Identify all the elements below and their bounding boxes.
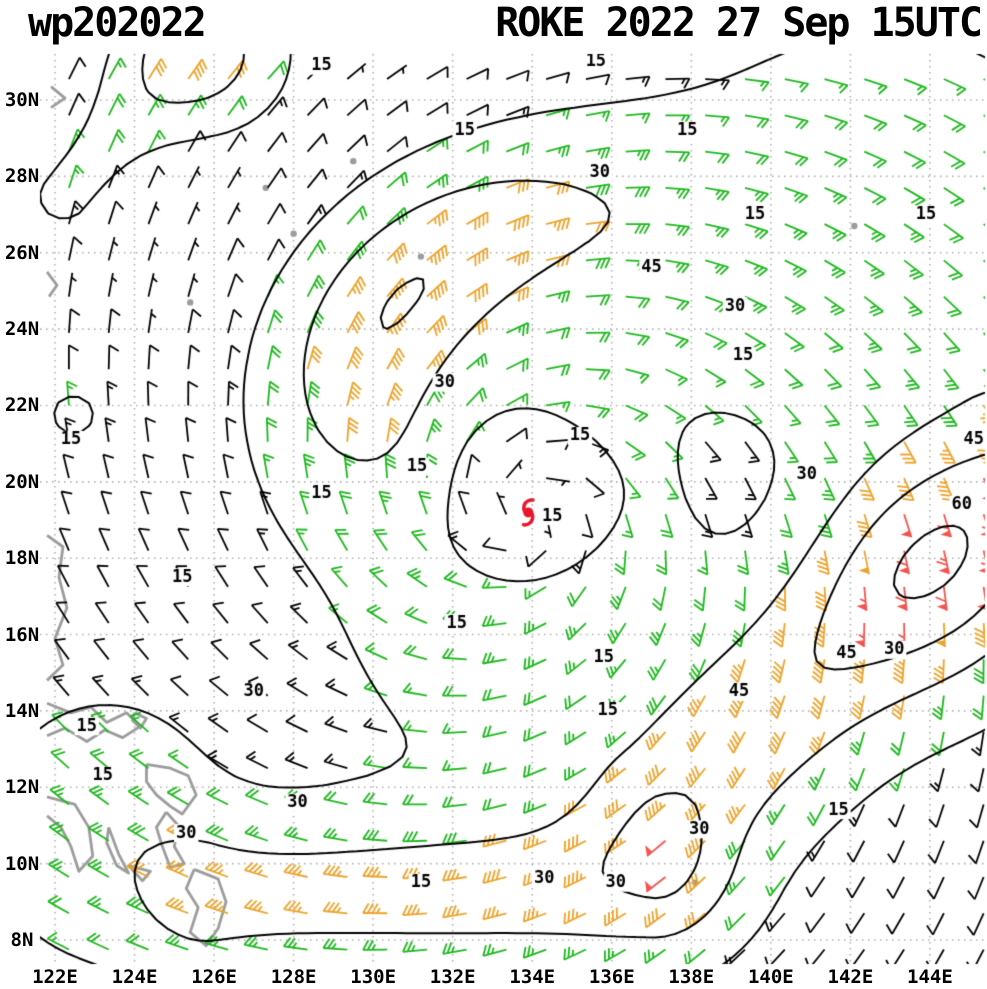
title-bar: wp202022 ROKE 2022 27 Sep 15UTC <box>0 0 987 52</box>
chart-title: ROKE 2022 27 Sep 15UTC <box>495 0 983 46</box>
storm-id-label: wp202022 <box>28 0 207 46</box>
